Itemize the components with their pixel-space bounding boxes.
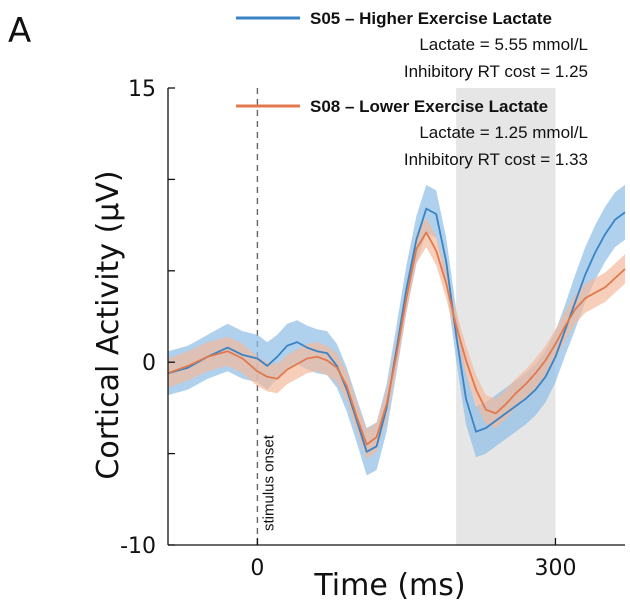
- legend-series-1-detail: Inhibitory RT cost = 1.25: [404, 62, 588, 81]
- x-tick-label: 300: [534, 556, 576, 581]
- y-tick-label: 15: [128, 77, 156, 102]
- series-2-line: [167, 231, 626, 446]
- legend: S05 – Higher Exercise Lactate Lactate = 5…: [236, 9, 588, 169]
- shaded-window: [456, 88, 556, 545]
- legend-series-1-name: S05 – Higher Exercise Lactate: [310, 9, 552, 28]
- legend-series-1-detail: Lactate = 5.55 mmol/L: [419, 35, 588, 54]
- y-tick-label: 0: [142, 351, 156, 376]
- stimulus-onset-label: stimulus onset: [260, 434, 277, 531]
- legend-series-2-name: S08 – Lower Exercise Lactate: [310, 97, 548, 116]
- x-axis-title: Time (ms): [313, 568, 465, 603]
- x-tick-label: 0: [250, 556, 264, 581]
- series-1-line: [167, 207, 626, 453]
- legend-series-2-detail: Lactate = 1.25 mmol/L: [419, 123, 588, 142]
- panel-label: A: [8, 11, 31, 51]
- legend-series-2-detail: Inhibitory RT cost = 1.33: [404, 150, 588, 169]
- y-tick-label: -10: [120, 534, 156, 559]
- y-axis-title: Cortical Activity (μV): [91, 170, 126, 479]
